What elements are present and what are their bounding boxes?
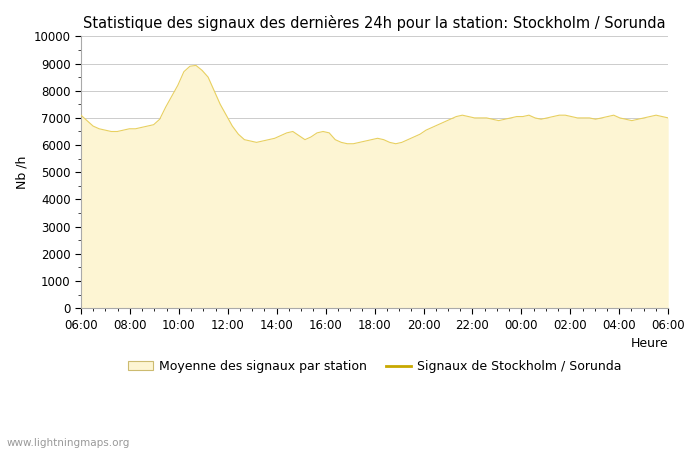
Y-axis label: Nb /h: Nb /h [15,156,28,189]
X-axis label: Heure: Heure [631,337,668,350]
Text: www.lightningmaps.org: www.lightningmaps.org [7,438,130,448]
Legend: Moyenne des signaux par station, Signaux de Stockholm / Sorunda: Moyenne des signaux par station, Signaux… [122,355,626,378]
Title: Statistique des signaux des dernières 24h pour la station: Stockholm / Sorunda: Statistique des signaux des dernières 24… [83,15,666,31]
